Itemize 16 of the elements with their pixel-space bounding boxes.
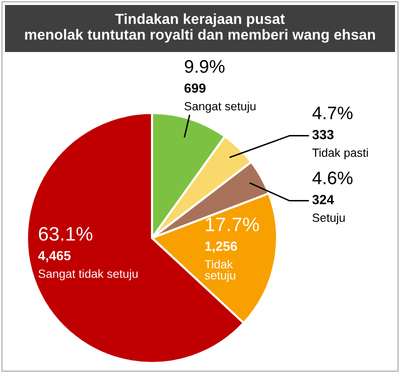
slice-label: Tidak pasti <box>312 148 368 160</box>
slice-label: Sangat setuju <box>184 102 256 113</box>
data-label: 17.7% <box>206 218 259 232</box>
data-label: 9.9% <box>184 60 225 73</box>
text: 333 <box>312 130 334 140</box>
text: 699 <box>184 83 206 93</box>
chart-title: Tindakan kerajaan pusat menolak tuntutan royalti dan memberi wang ehsan <box>25 13 375 43</box>
text: 1,256 <box>205 242 238 253</box>
text: 4,465 <box>38 250 71 262</box>
slice-label: Tidak setuju <box>204 260 236 282</box>
data-label: 4.6% <box>312 172 353 184</box>
data-label: 63.1% <box>38 226 92 241</box>
slice-label: Setuju <box>312 213 345 224</box>
data-label: 4.7% <box>312 106 353 120</box>
text: 324 <box>312 194 334 204</box>
slice-label: Sangat tidak setuju <box>38 269 138 280</box>
